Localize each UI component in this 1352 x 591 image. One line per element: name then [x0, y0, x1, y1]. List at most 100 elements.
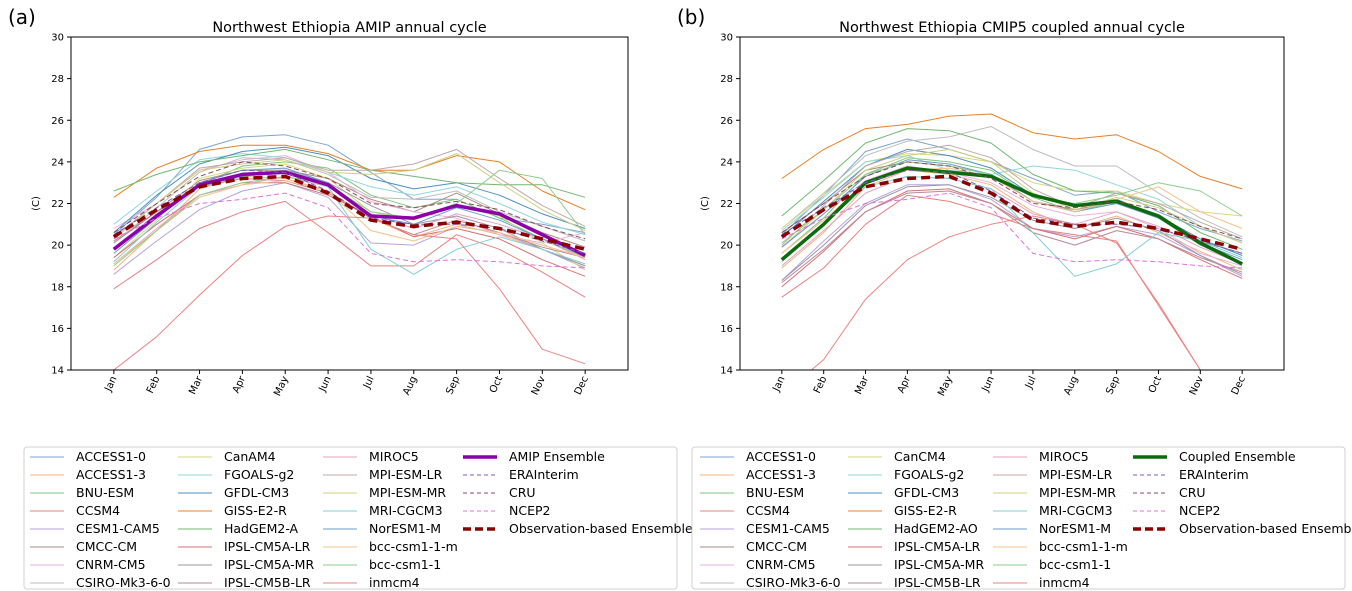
legend-item-inmcm4: inmcm4 — [993, 575, 1090, 590]
legend-item-hadgem2-a: HadGEM2-A — [178, 521, 299, 536]
y-tick-label: 18 — [51, 282, 64, 293]
series-line-ipsl-cm5a-mr — [781, 184, 1243, 281]
y-tick-label: 22 — [51, 199, 64, 210]
legend-item-observation-based-ensemble: Observation-based Ensemble — [463, 521, 693, 536]
x-tick-label: Jul — [1023, 375, 1038, 392]
chart-title: Northwest Ethiopia CMIP5 coupled annual … — [839, 20, 1185, 36]
series-line-erainterim — [781, 169, 1243, 254]
series-line-mpi-esm-mr — [781, 148, 1243, 248]
x-tick-label: Jul — [361, 375, 376, 392]
legend-item-cru: CRU — [1133, 485, 1206, 500]
legend-item-bnu-esm: BNU-ESM — [30, 485, 134, 500]
y-tick-label: 24 — [720, 157, 733, 168]
legend-item-gfdl-cm3: GFDL-CM3 — [178, 485, 289, 500]
legend-frame — [23, 446, 678, 590]
x-tick-label: Sep — [444, 375, 462, 397]
x-tick-label: Sep — [1104, 375, 1122, 397]
legend-label: bcc-csm1-1-m — [1039, 539, 1128, 554]
series-line-inmcm4 — [810, 215, 1202, 370]
legend-item-ipsl-cm5a-mr: IPSL-CM5A-MR — [848, 557, 984, 572]
series-line-cru — [113, 161, 586, 240]
legend-item-access1-3: ACCESS1-3 — [700, 467, 816, 482]
series-line-mpi-esm-lr — [113, 148, 586, 238]
legend-label: CSIRO-Mk3-6-0 — [746, 575, 841, 590]
legend-item-ccsm4: CCSM4 — [30, 503, 120, 518]
legend-label: BNU-ESM — [746, 485, 804, 500]
series-line-csiro-mk3-6-0 — [781, 126, 1243, 238]
series-line-canam4 — [113, 163, 586, 271]
panel-b: (b) Northwest Ethiopia CMIP5 coupled annu… — [677, 5, 1352, 590]
legend-label: HadGEM2-A — [224, 521, 299, 536]
series-line-cnrm-cm5 — [781, 165, 1243, 267]
legend-item-mpi-esm-mr: MPI-ESM-MR — [323, 485, 446, 500]
legend-label: Observation-based Ensemble — [1179, 521, 1352, 536]
legend-item-cmcc-cm: CMCC-CM — [700, 539, 807, 554]
legend-label: CNRM-CM5 — [76, 557, 146, 572]
y-axis-label: (C) — [700, 196, 711, 211]
legend-label: ACCESS1-0 — [746, 449, 816, 464]
x-tick-label: Jun — [980, 375, 997, 395]
x-tick-label: Mar — [187, 374, 205, 397]
legend-label: IPSL-CM5A-LR — [224, 539, 311, 554]
legend-item-coupled-ensemble: Coupled Ensemble — [1133, 449, 1296, 464]
legend-item-cnrm-cm5: CNRM-CM5 — [700, 557, 816, 572]
series-line-csiro-mk3-6-0 — [113, 157, 586, 244]
legend: ACCESS1-0 ACCESS1-3 BNU-ESM CCSM4 CESM1-CAM5… — [23, 446, 693, 590]
y-tick-label: 16 — [51, 324, 64, 335]
x-tick-label: Oct — [488, 375, 505, 395]
legend-item-canam4: CanAM4 — [178, 449, 276, 464]
legend-item-inmcm4: inmcm4 — [323, 575, 420, 590]
legend-item-cesm1-cam5: CESM1-CAM5 — [700, 521, 830, 536]
y-tick-label: 30 — [51, 33, 64, 44]
legend-item-mri-cgcm3: MRI-CGCM3 — [323, 503, 443, 518]
legend-label: ERAInterim — [509, 467, 579, 482]
legend-label: Observation-based Ensemble — [509, 521, 693, 536]
legend-label: MPI-ESM-MR — [1039, 485, 1116, 500]
series-line-bcc-csm1-1-m — [113, 180, 586, 265]
x-tick-label: Feb — [145, 375, 162, 396]
series-line-hadgem2-ao — [781, 128, 1243, 250]
legend-item-mpi-esm-lr: MPI-ESM-LR — [323, 467, 443, 482]
series-line-mri-cgcm3 — [113, 171, 586, 275]
legend-label: HadGEM2-AO — [894, 521, 978, 536]
x-tick-label: Aug — [401, 375, 419, 397]
series-line-inmcm4 — [113, 215, 586, 370]
legend-item-ipsl-cm5a-lr: IPSL-CM5A-LR — [178, 539, 311, 554]
legend-item-csiro-mk3-6-0: CSIRO-Mk3-6-0 — [30, 575, 171, 590]
legend-item-access1-3: ACCESS1-3 — [30, 467, 146, 482]
legend-label: MIROC5 — [369, 449, 419, 464]
legend-label: NorESM1-M — [1039, 521, 1111, 536]
legend-item-bcc-csm1-1: bcc-csm1-1 — [993, 557, 1111, 572]
series-line-gfdl-cm3 — [113, 146, 586, 233]
legend-item-gfdl-cm3: GFDL-CM3 — [848, 485, 959, 500]
series-line-fgoals-g2 — [113, 153, 586, 236]
legend-label: GISS-E2-R — [894, 503, 957, 518]
x-tick-label: Apr — [231, 374, 249, 395]
legend-label: Coupled Ensemble — [1179, 449, 1296, 464]
series-line-ncep2 — [781, 192, 1243, 269]
series-line-ipsl-cm5b-lr — [781, 190, 1243, 283]
legend-label: CCSM4 — [76, 503, 120, 518]
legend-label: NorESM1-M — [369, 521, 441, 536]
y-tick-label: 30 — [720, 33, 733, 44]
legend-label: FGOALS-g2 — [894, 467, 964, 482]
legend-item-miroc5: MIROC5 — [993, 449, 1089, 464]
series-line-giss-e2-r — [781, 113, 1243, 190]
x-tick-label: May — [936, 375, 955, 398]
legend-label: CMCC-CM — [76, 539, 137, 554]
legend-item-ipsl-cm5b-lr: IPSL-CM5B-LR — [178, 575, 311, 590]
legend-label: bcc-csm1-1 — [1039, 557, 1111, 572]
legend-label: IPSL-CM5A-LR — [894, 539, 981, 554]
series-line-observation-based-ensemble — [112, 174, 586, 252]
legend-label: IPSL-CM5B-LR — [894, 575, 981, 590]
legend-label: IPSL-CM5A-MR — [224, 557, 314, 572]
legend-item-ncep2: NCEP2 — [463, 503, 550, 518]
y-tick-label: 28 — [51, 74, 64, 85]
legend-item-access1-0: ACCESS1-0 — [30, 449, 146, 464]
y-tick-label: 28 — [720, 74, 733, 85]
legend-label: ACCESS1-3 — [76, 467, 146, 482]
series-lines — [780, 113, 1243, 370]
y-tick-label: 22 — [720, 199, 733, 210]
legend-label: MRI-CGCM3 — [1039, 503, 1113, 518]
